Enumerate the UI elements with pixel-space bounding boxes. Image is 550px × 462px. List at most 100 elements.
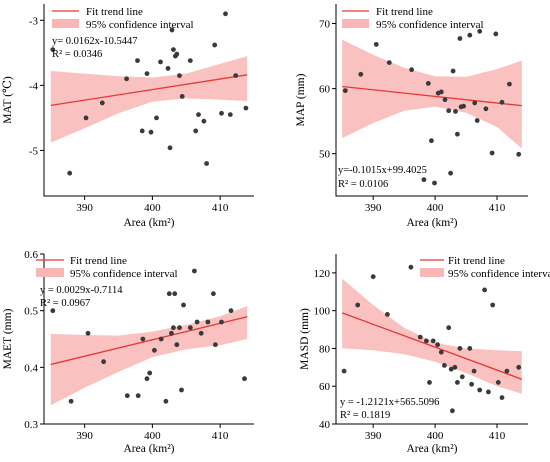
fit-trend-line <box>50 316 248 366</box>
data-point <box>124 76 129 82</box>
data-point <box>467 346 473 351</box>
x-tick-label: 410 <box>212 430 229 442</box>
x-tick-label: 400 <box>144 202 161 214</box>
data-point <box>424 338 429 344</box>
data-point <box>194 319 200 325</box>
data-point <box>373 42 379 47</box>
y-tick-label: 120 <box>314 268 331 280</box>
panel-maet: 390 400 410 0.3 0.4 0.5 0.6 Fit trend line 95%… <box>2 249 254 455</box>
y-tick-label: 60 <box>319 381 331 393</box>
data-point <box>99 100 105 106</box>
panel-maet-legend: Fit trend line 95% confidence interval <box>36 255 178 280</box>
data-point <box>425 81 431 86</box>
panel-map-x-axis-title: Area (km²) <box>406 217 457 229</box>
data-point <box>171 47 176 52</box>
panel-masd: 390 400 410 40 60 80 100 120 Fit trend line 95%… <box>299 254 550 455</box>
data-point <box>386 60 392 65</box>
data-point <box>152 347 157 353</box>
data-point <box>204 161 210 166</box>
data-point <box>139 128 145 134</box>
panel-mat: 390 400 410 -5 -4 -3 Fit trend line 95% confi… <box>2 4 254 229</box>
data-point <box>461 103 466 109</box>
data-point <box>477 28 483 34</box>
data-point <box>483 106 489 112</box>
data-point <box>172 291 178 297</box>
data-point <box>417 334 423 340</box>
data-point <box>211 291 216 297</box>
data-point <box>499 395 505 400</box>
data-point <box>438 89 444 95</box>
data-point <box>50 47 56 52</box>
panel-masd-x-axis-title: Area (km²) <box>406 443 457 455</box>
data-point <box>486 389 491 395</box>
data-point <box>124 393 130 399</box>
legend-band-swatch <box>52 19 79 28</box>
panel-map: 390 400 410 50 60 70 Fit trend line 95% confi… <box>295 4 528 229</box>
data-point <box>174 51 180 57</box>
data-point <box>516 151 522 157</box>
data-point <box>457 36 463 41</box>
x-tick-label: 410 <box>489 202 506 214</box>
data-point <box>192 268 197 274</box>
data-point <box>193 128 199 134</box>
data-point <box>179 387 184 393</box>
data-point <box>474 118 480 123</box>
y-tick-label: 0.5 <box>24 306 38 318</box>
data-point <box>166 291 172 297</box>
data-point <box>158 59 163 65</box>
y-tick-label: 0.3 <box>24 419 38 431</box>
data-point <box>67 170 73 176</box>
data-point <box>163 398 169 404</box>
legend-band-label: 95% confidence interval <box>448 268 550 280</box>
data-point <box>101 359 106 365</box>
y-tick-label: 0.4 <box>24 362 38 374</box>
data-point <box>452 364 458 370</box>
data-point <box>341 368 347 374</box>
data-point <box>427 380 432 385</box>
data-point <box>507 81 512 87</box>
data-point <box>174 342 180 348</box>
fit-trend-line <box>50 74 248 107</box>
data-point <box>228 308 234 314</box>
y-tick-label: 60 <box>319 84 331 96</box>
legend-band-label: 95% confidence interval <box>376 19 484 31</box>
data-point <box>147 370 153 376</box>
data-point <box>171 325 176 331</box>
data-point <box>144 71 150 76</box>
data-point <box>432 180 437 186</box>
data-point <box>499 99 505 105</box>
confidence-band <box>50 306 248 406</box>
data-point <box>148 129 154 135</box>
y-tick-label: 0.6 <box>24 249 38 261</box>
data-point <box>385 312 390 317</box>
data-point <box>177 73 182 78</box>
data-point <box>179 94 185 99</box>
data-point <box>68 398 74 404</box>
data-point <box>469 381 474 387</box>
x-tick-label: 390 <box>365 202 382 214</box>
data-point <box>167 145 173 151</box>
panel-masd-y-axis-title: MASD (mm) <box>299 308 311 370</box>
data-point <box>135 58 140 63</box>
x-tick-label: 390 <box>76 202 93 214</box>
y-tick-label: -3 <box>29 15 39 27</box>
data-point <box>493 31 499 37</box>
data-point <box>181 302 186 308</box>
data-point <box>446 325 452 331</box>
data-point <box>201 118 207 124</box>
data-point <box>169 330 174 336</box>
data-point <box>370 274 376 280</box>
data-point <box>490 302 496 308</box>
data-point <box>212 42 218 48</box>
data-point <box>472 100 478 106</box>
confidence-band <box>342 278 522 394</box>
data-point <box>85 330 91 336</box>
data-point <box>453 109 458 114</box>
panel-maet-y-axis-title: MAET (mm) <box>2 308 14 369</box>
x-tick-label: 390 <box>365 430 382 442</box>
panel-maet-r2: R² = 0.0967 <box>40 298 90 309</box>
data-point <box>227 112 233 117</box>
panel-map-y-axis-title: MAP (mm) <box>295 73 307 126</box>
panel-map-legend: Fit trend line 95% confidence interval <box>342 6 484 31</box>
data-point <box>442 363 447 368</box>
